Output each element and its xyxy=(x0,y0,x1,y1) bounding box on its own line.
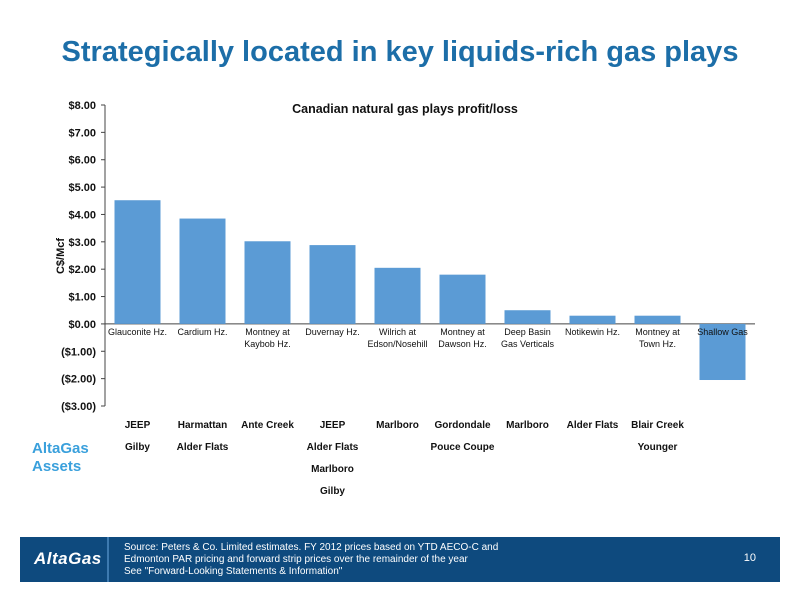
asset-column: Marlboro xyxy=(358,420,438,442)
y-axis-label: C$/Mcf xyxy=(55,238,67,274)
footer-bar: AltaGas Source: Peters & Co. Limited est… xyxy=(20,537,780,582)
y-tick-label: ($3.00) xyxy=(61,401,96,413)
bar xyxy=(309,245,356,324)
bars-group xyxy=(114,200,746,381)
x-tick-label: Montney at xyxy=(440,327,485,337)
asset-name: Alder Flats xyxy=(176,442,229,453)
altagas-assets-label: AltaGas Assets xyxy=(32,440,89,475)
altagas-logo: AltaGas xyxy=(34,549,102,568)
asset-name: JEEP xyxy=(319,420,346,431)
footer-source-text: Source: Peters & Co. Limited estimates. … xyxy=(124,542,499,577)
x-tick-label: Duvernay Hz. xyxy=(305,327,360,337)
bar xyxy=(504,310,551,324)
asset-column: Gordondale Pouce Coupe xyxy=(423,420,503,464)
asset-name: Marlboro xyxy=(506,420,549,431)
y-tick-label: ($1.00) xyxy=(61,346,96,358)
bar xyxy=(179,218,226,324)
asset-name: Gilby xyxy=(319,486,345,497)
asset-name: Marlboro xyxy=(311,464,354,475)
asset-column: Ante Creek xyxy=(228,420,308,442)
y-tick-label: $1.00 xyxy=(68,292,96,304)
slide-title: Strategically located in key liquids-ric… xyxy=(61,36,739,68)
asset-column: Blair Creek Younger xyxy=(618,420,698,464)
asset-name: JEEP xyxy=(124,420,151,431)
asset-column: Harmattan Alder Flats xyxy=(163,420,243,464)
asset-column: JEEP Gilby xyxy=(98,420,178,464)
bar xyxy=(114,200,161,324)
bar xyxy=(634,315,681,324)
asset-column: Marlboro xyxy=(488,420,568,442)
asset-name: Ante Creek xyxy=(241,420,294,431)
asset-name: Alder Flats xyxy=(306,442,359,453)
page-number: 10 xyxy=(743,552,756,564)
y-tick-label: $0.00 xyxy=(68,319,96,331)
asset-name: Harmattan xyxy=(177,420,228,431)
y-tick-label: $5.00 xyxy=(68,182,96,194)
x-tick-label: Montney at xyxy=(245,327,290,337)
y-tick-label: $7.00 xyxy=(68,127,96,139)
bar xyxy=(374,267,421,324)
x-tick-label: Deep Basin xyxy=(504,327,551,337)
bar-chart: Canadian natural gas plays profit/loss C… xyxy=(55,100,755,413)
asset-name: Gordondale xyxy=(434,420,491,431)
footer-divider xyxy=(107,537,109,582)
x-tick-label: Shallow Gas xyxy=(697,327,748,337)
asset-column: JEEP Alder Flats Marlboro Gilby xyxy=(293,420,373,508)
y-tick-label: $3.00 xyxy=(68,237,96,249)
x-tick-label: Montney at xyxy=(635,327,680,337)
bar xyxy=(699,323,746,381)
x-tick-label: Edson/Nosehill xyxy=(367,339,427,349)
y-tick-label: $6.00 xyxy=(68,155,96,167)
x-axis-labels: Glauconite Hz. Cardium Hz. Montney at Kaybo… xyxy=(108,327,748,349)
x-tick-label: Dawson Hz. xyxy=(438,339,487,349)
y-tick-label: $8.00 xyxy=(68,100,96,112)
asset-name: Alder Flats xyxy=(566,420,619,431)
x-tick-label: Notikewin Hz. xyxy=(565,327,620,337)
asset-name: Blair Creek xyxy=(631,420,684,431)
x-tick-label: Cardium Hz. xyxy=(177,327,227,337)
asset-name: Younger xyxy=(637,442,678,453)
x-tick-label: Gas Verticals xyxy=(501,339,555,349)
asset-name: Gilby xyxy=(124,442,150,453)
y-tick-label: $4.00 xyxy=(68,209,96,221)
bar xyxy=(569,315,616,324)
y-tick-label: $2.00 xyxy=(68,264,96,276)
y-axis: $8.00 $7.00 $6.00 $5.00 $4.00 $3.00 $2.00 $1.00… xyxy=(61,100,755,413)
x-tick-label: Town Hz. xyxy=(639,339,676,349)
y-tick-label: ($2.00) xyxy=(61,374,96,386)
bar xyxy=(439,274,486,324)
asset-name: Pouce Coupe xyxy=(430,442,495,453)
x-tick-label: Kaybob Hz. xyxy=(244,339,291,349)
x-tick-label: Wilrich at xyxy=(379,327,417,337)
bar xyxy=(244,241,291,324)
chart-title: Canadian natural gas plays profit/loss xyxy=(292,102,518,116)
x-tick-label: Glauconite Hz. xyxy=(108,327,167,337)
asset-column: Alder Flats xyxy=(553,420,633,442)
asset-name: Marlboro xyxy=(376,420,419,431)
